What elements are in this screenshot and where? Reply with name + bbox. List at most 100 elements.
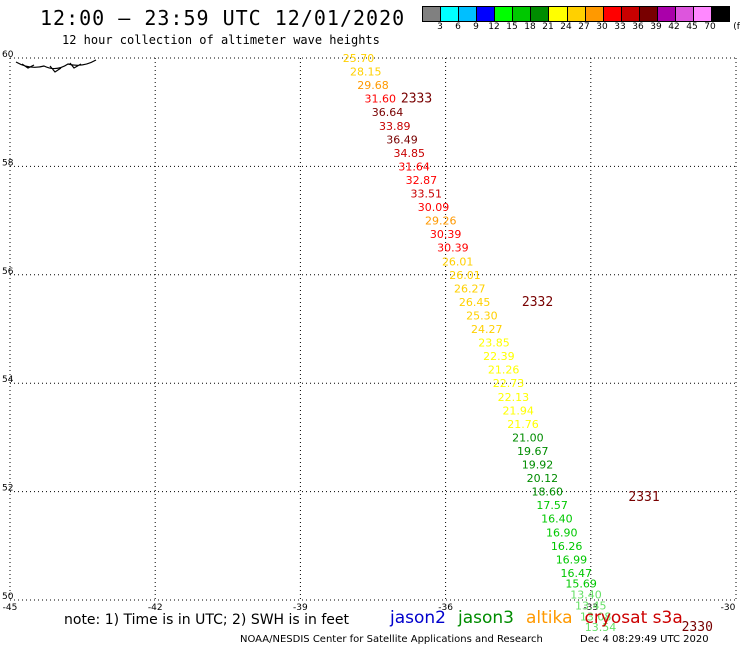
time-marker-label: 2333: [401, 92, 432, 107]
lon-tick-label: -39: [293, 603, 308, 613]
swh-label: 36.64: [372, 106, 404, 119]
legend-swatch: [477, 7, 496, 21]
swh-label: 18.60: [531, 486, 563, 499]
coastline-path: [15, 59, 97, 73]
swh-label: 30.09: [418, 201, 450, 214]
swh-label: 31.60: [365, 93, 397, 106]
legend-swatch: [675, 7, 694, 21]
lat-tick-label: 50: [2, 592, 14, 602]
swh-label: 19.92: [522, 459, 554, 472]
lon-tick-label: -42: [148, 603, 163, 613]
lon-tick-label: -45: [3, 603, 18, 613]
satellite-legend: jason2 jason3 altika cryosat s3a: [390, 608, 695, 628]
swh-label: 24.27: [471, 323, 503, 336]
swh-label: 15.69: [565, 578, 597, 591]
swh-label: 26.01: [442, 255, 474, 268]
legend-label: 15: [506, 22, 518, 32]
map-grid: [9, 57, 737, 601]
swh-label: 25.30: [466, 309, 498, 322]
swh-label: 30.39: [430, 228, 462, 241]
swh-label: 21.94: [502, 404, 534, 417]
color-legend-bar: [422, 6, 730, 22]
swh-label: 23.85: [478, 337, 510, 350]
swh-label: 33.89: [379, 120, 411, 133]
legend-swatch: [441, 7, 460, 21]
swh-label: 30.39: [437, 242, 469, 255]
page-title: 12:00 – 23:59 UTC 12/01/2020: [40, 6, 406, 30]
lon-tick-label: -36: [438, 603, 453, 613]
swh-label: 22.39: [483, 350, 515, 363]
swh-label: 16.99: [556, 553, 588, 566]
swh-label: 17.57: [536, 499, 568, 512]
swh-label: 16.40: [541, 513, 573, 526]
swh-label: 29.26: [425, 215, 457, 228]
time-marker-label: 2330: [682, 620, 713, 635]
swh-label: 34.85: [394, 147, 426, 160]
swh-label: 13.40: [570, 589, 602, 602]
legend-swatch: [423, 7, 442, 21]
lat-tick-label: 56: [2, 267, 14, 277]
lon-tick-label: -30: [721, 603, 736, 613]
swh-label: 16.90: [546, 526, 578, 539]
legend-label: 21: [542, 22, 554, 32]
legend-swatch: [621, 7, 640, 21]
legend-swatch: [657, 7, 676, 21]
swh-label: 16.47: [561, 567, 593, 580]
time-marker-label: 2331: [628, 490, 659, 505]
swh-label: 21.00: [512, 431, 544, 444]
lon-tick-label: -33: [583, 603, 598, 613]
time-marker-label: 2332: [522, 295, 553, 310]
swh-label: 13.45: [575, 599, 607, 612]
swh-label: 26.45: [459, 296, 491, 309]
satellite-label-jason2: jason2: [390, 608, 446, 628]
legend-swatch: [603, 7, 622, 21]
legend-label: 27: [578, 22, 590, 32]
swh-label: 16.26: [551, 540, 583, 553]
legend-label: 39: [650, 22, 662, 32]
swh-label: 22.13: [498, 391, 530, 404]
legend-swatch: [712, 7, 730, 21]
lat-tick-label: 60: [2, 50, 14, 60]
credit-line: NOAA/NESDIS Center for Satellite Applica…: [240, 634, 543, 645]
swh-label: 22.73: [493, 377, 525, 390]
satellite-label-altika: altika: [526, 608, 573, 628]
swh-label: 25.70: [343, 52, 375, 65]
swh-label: 33.51: [410, 188, 442, 201]
legend-label: 18: [524, 22, 536, 32]
legend-unit: (ft): [733, 22, 740, 32]
swh-label: 21.76: [507, 418, 539, 431]
legend-label: 36: [632, 22, 644, 32]
legend-label: 24: [560, 22, 572, 32]
generated-timestamp: Dec 4 08:29:49 UTC 2020: [580, 634, 709, 645]
satellite-label-cryosat: cryosat s3a: [584, 608, 683, 628]
legend-swatch: [459, 7, 478, 21]
swh-label: 20.12: [527, 472, 559, 485]
greenland-coastline: [15, 59, 97, 73]
legend-swatch: [567, 7, 586, 21]
legend-label: 6: [455, 22, 461, 32]
legend-label: 45: [686, 22, 698, 32]
swh-label: 36.49: [386, 133, 418, 146]
swh-label: 26.27: [454, 282, 486, 295]
lat-tick-label: 54: [2, 375, 14, 385]
swh-label: 13.54: [585, 621, 617, 634]
lat-tick-label: 52: [2, 484, 13, 494]
swh-label: 26.01: [449, 269, 481, 282]
legend-swatch: [495, 7, 514, 21]
legend-swatch: [513, 7, 532, 21]
swh-label: 21.26: [488, 364, 520, 377]
legend-swatch: [531, 7, 550, 21]
legend-label: 30: [596, 22, 608, 32]
satellite-label-jason3: jason3: [458, 608, 514, 628]
legend-swatch: [693, 7, 712, 21]
page-subtitle: 12 hour collection of altimeter wave hei…: [62, 33, 380, 47]
legend-label: 9: [473, 22, 479, 32]
legend-label: 70: [704, 22, 716, 32]
swh-label: 31.64: [398, 160, 430, 173]
axis-tick-labels: -45 -42 -39 -36 -33 -30 60 58 56 54 52 50: [2, 50, 736, 613]
swh-label: 28.15: [350, 66, 382, 79]
legend-swatch: [549, 7, 568, 21]
legend-label: 42: [668, 22, 680, 32]
